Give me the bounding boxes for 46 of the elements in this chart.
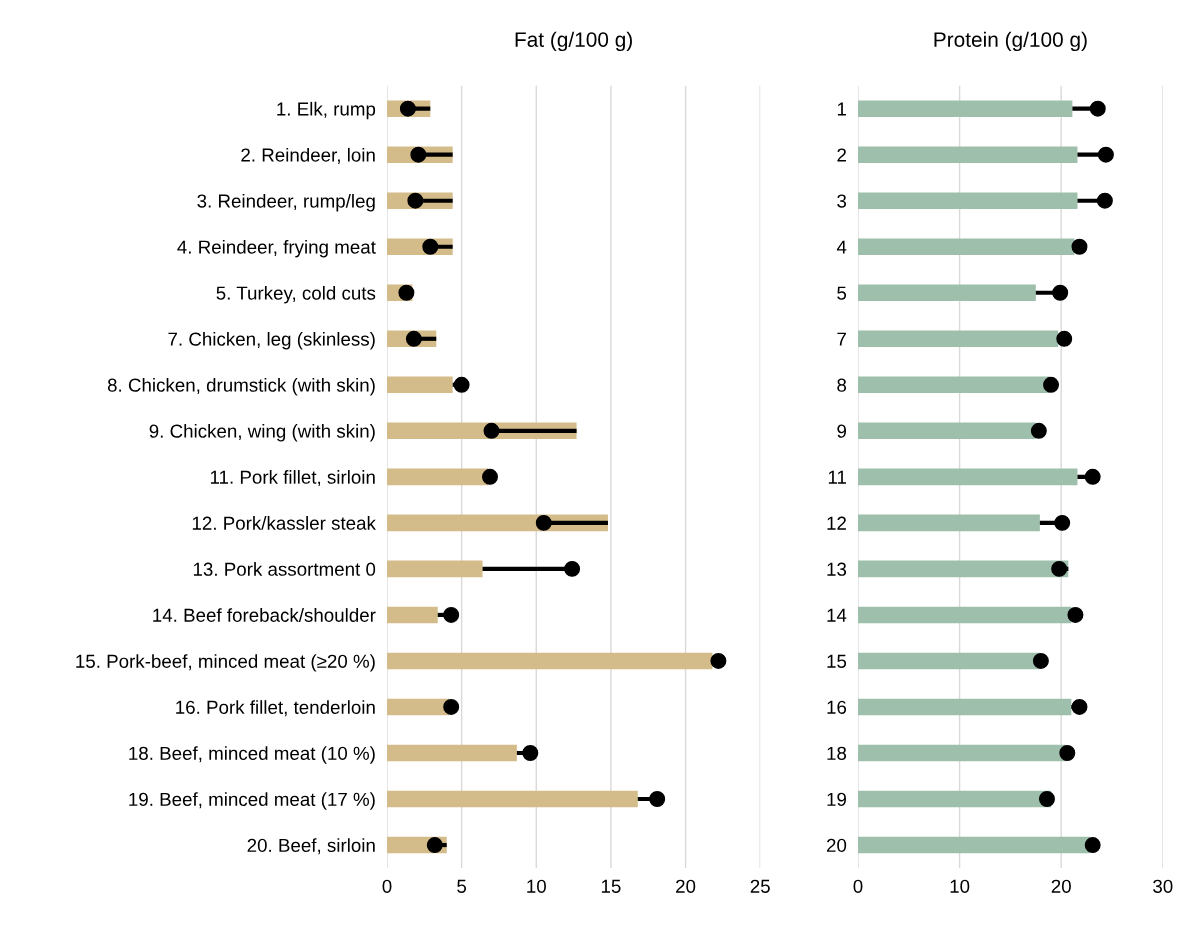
x-tick-label: 10 (950, 879, 970, 893)
chart-title: Protein (g/100 g) (934, 31, 1087, 52)
y-tick-label: 19. Beef, minced meat (17 %) (129, 792, 375, 810)
y-tick-label: 20 (826, 838, 847, 853)
y-tick-label: 3. Reindeer, rump/leg (197, 193, 375, 212)
y-tick-label: 16. Pork fillet, tenderloin (176, 700, 375, 717)
x-tick-label: 20 (676, 879, 696, 893)
y-tick-label: 9. Chicken, wing (with skin) (149, 424, 375, 442)
y-tick-label: 15 (827, 654, 847, 668)
y-tick-label: 9 (837, 424, 846, 438)
y-tick-label: 16 (827, 700, 847, 714)
y-tick-label: 3 (837, 194, 847, 208)
y-tick-label: 14. Beef foreback/shoulder (153, 608, 376, 622)
y-tick-label: 12 (827, 516, 846, 530)
y-tick-label: 8. Chicken, drumstick (with skin) (107, 378, 375, 396)
chart-title: Fat (g/100 g) (515, 31, 632, 52)
y-tick-label: 1 (837, 102, 846, 116)
y-tick-label: 11. Pork fillet, sirloin (210, 470, 375, 487)
y-tick-label: 14 (827, 608, 847, 622)
y-tick-label: 13 (827, 562, 847, 576)
y-tick-label: 18 (827, 746, 847, 760)
x-tick-label: 10 (527, 879, 546, 893)
y-tick-label: 7 (837, 332, 846, 346)
y-tick-label: 15. Pork-beef, minced meat (≥20 %) (76, 654, 375, 672)
y-tick-label: 4 (836, 240, 847, 254)
y-tick-label: 2. Reindeer, loin (241, 147, 375, 164)
y-tick-label: 1. Elk, rump (277, 101, 376, 120)
y-tick-label: 2 (837, 148, 846, 162)
y-tick-label: 12. Pork/kassler steak (192, 516, 376, 530)
y-tick-label: 5 (837, 286, 847, 300)
x-tick-label: 30 (1153, 879, 1173, 893)
x-tick-label: 25 (750, 879, 770, 893)
y-tick-label: 18. Beef, minced meat (10 %) (129, 746, 375, 764)
x-tick-label: 15 (601, 879, 621, 893)
x-tick-label: 5 (457, 879, 467, 893)
y-tick-label: 5. Turkey, cold cuts (216, 285, 376, 304)
y-tick-label: 19 (827, 792, 846, 806)
y-tick-label: 4. Reindeer, frying meat (177, 239, 376, 258)
y-tick-label: 20. Beef, sirloin (247, 838, 375, 855)
y-tick-label: 11 (828, 470, 846, 484)
y-tick-label: 13. Pork assortment 0 (193, 562, 376, 576)
y-tick-label: 7. Chicken, leg (skinless) (168, 331, 375, 350)
x-tick-label: 0 (382, 879, 392, 893)
x-tick-label: 20 (1051, 879, 1071, 893)
y-tick-label: 8 (837, 378, 847, 392)
x-tick-label: 0 (853, 879, 863, 893)
